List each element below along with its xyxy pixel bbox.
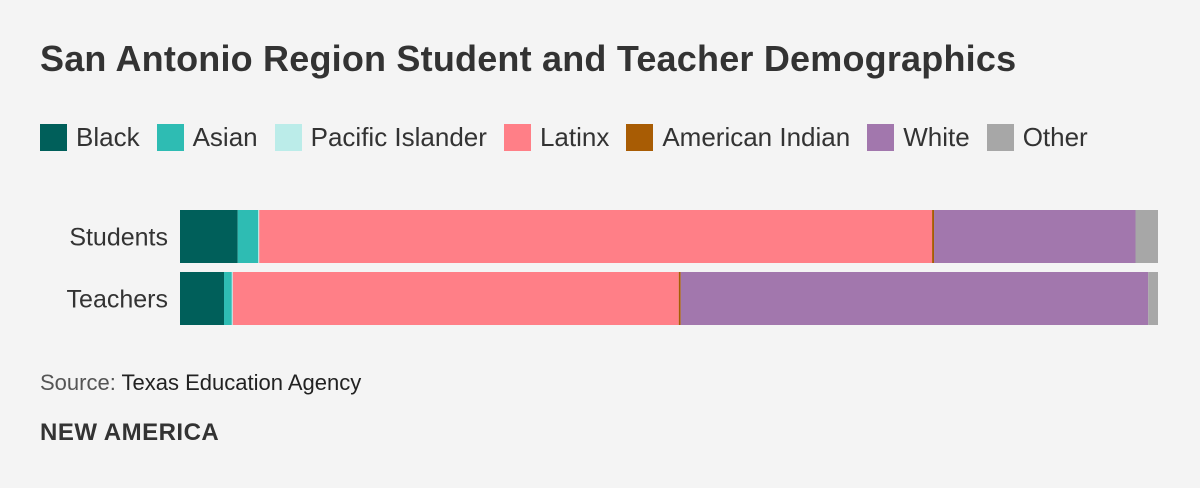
legend-item-pacific-islander: Pacific Islander — [274, 122, 487, 153]
bar-segment-teachers-pacific-islander — [231, 272, 233, 325]
bar-segment-students-white — [934, 210, 1136, 263]
bar-segment-students-latinx — [259, 210, 933, 263]
bar-segment-students-asian — [237, 210, 259, 263]
legend-item-asian: Asian — [156, 122, 258, 153]
chart-legend: Black Asian Pacific Islander Latinx American… — [40, 122, 1105, 153]
legend-swatch — [274, 124, 302, 151]
legend-label: Latinx — [539, 122, 610, 152]
stacked-bar-chart: Students Teachers — [67, 210, 1158, 325]
legend-swatch — [986, 124, 1014, 151]
legend-swatch — [40, 124, 67, 151]
bar-segment-teachers-white — [680, 272, 1149, 325]
legend-label: Pacific Islander — [310, 122, 487, 152]
legend-item-white: White — [867, 122, 970, 153]
legend-item-latinx: Latinx — [503, 122, 610, 153]
bar-segment-teachers-asian — [224, 272, 232, 325]
brand-logo-text: NEW AMERICA — [40, 419, 220, 446]
bar-segment-teachers-latinx — [232, 272, 679, 325]
legend-swatch — [503, 124, 531, 151]
legend-label: Other — [1022, 122, 1088, 152]
source-label: Source: — [40, 370, 116, 395]
bar-segment-teachers-black — [180, 272, 225, 325]
bar-segment-students-black — [180, 210, 238, 263]
legend-label: American Indian — [662, 122, 851, 152]
legend-swatch — [626, 124, 654, 151]
legend-swatch — [156, 124, 184, 151]
category-label-teachers: Teachers — [67, 286, 168, 314]
bar-segment-teachers-american-indian — [678, 272, 681, 325]
legend-item-black: Black — [40, 122, 140, 153]
source-note: Source: Texas Education Agency — [40, 370, 361, 396]
legend-swatch — [867, 124, 895, 151]
source-value: Texas Education Agency — [121, 370, 362, 395]
legend-label: Asian — [192, 122, 258, 152]
legend-label: Black — [76, 122, 140, 152]
legend-item-american-indian: American Indian — [626, 122, 850, 153]
legend-label: White — [903, 122, 970, 152]
category-label-students: Students — [69, 224, 168, 252]
chart-title: San Antonio Region Student and Teacher D… — [40, 38, 1017, 79]
legend-item-other: Other — [986, 122, 1088, 153]
bar-segment-students-pacific-islander — [258, 210, 260, 263]
bar-segment-students-other — [1135, 210, 1158, 263]
bar-segment-students-american-indian — [932, 210, 935, 263]
bar-segment-teachers-other — [1148, 272, 1158, 325]
